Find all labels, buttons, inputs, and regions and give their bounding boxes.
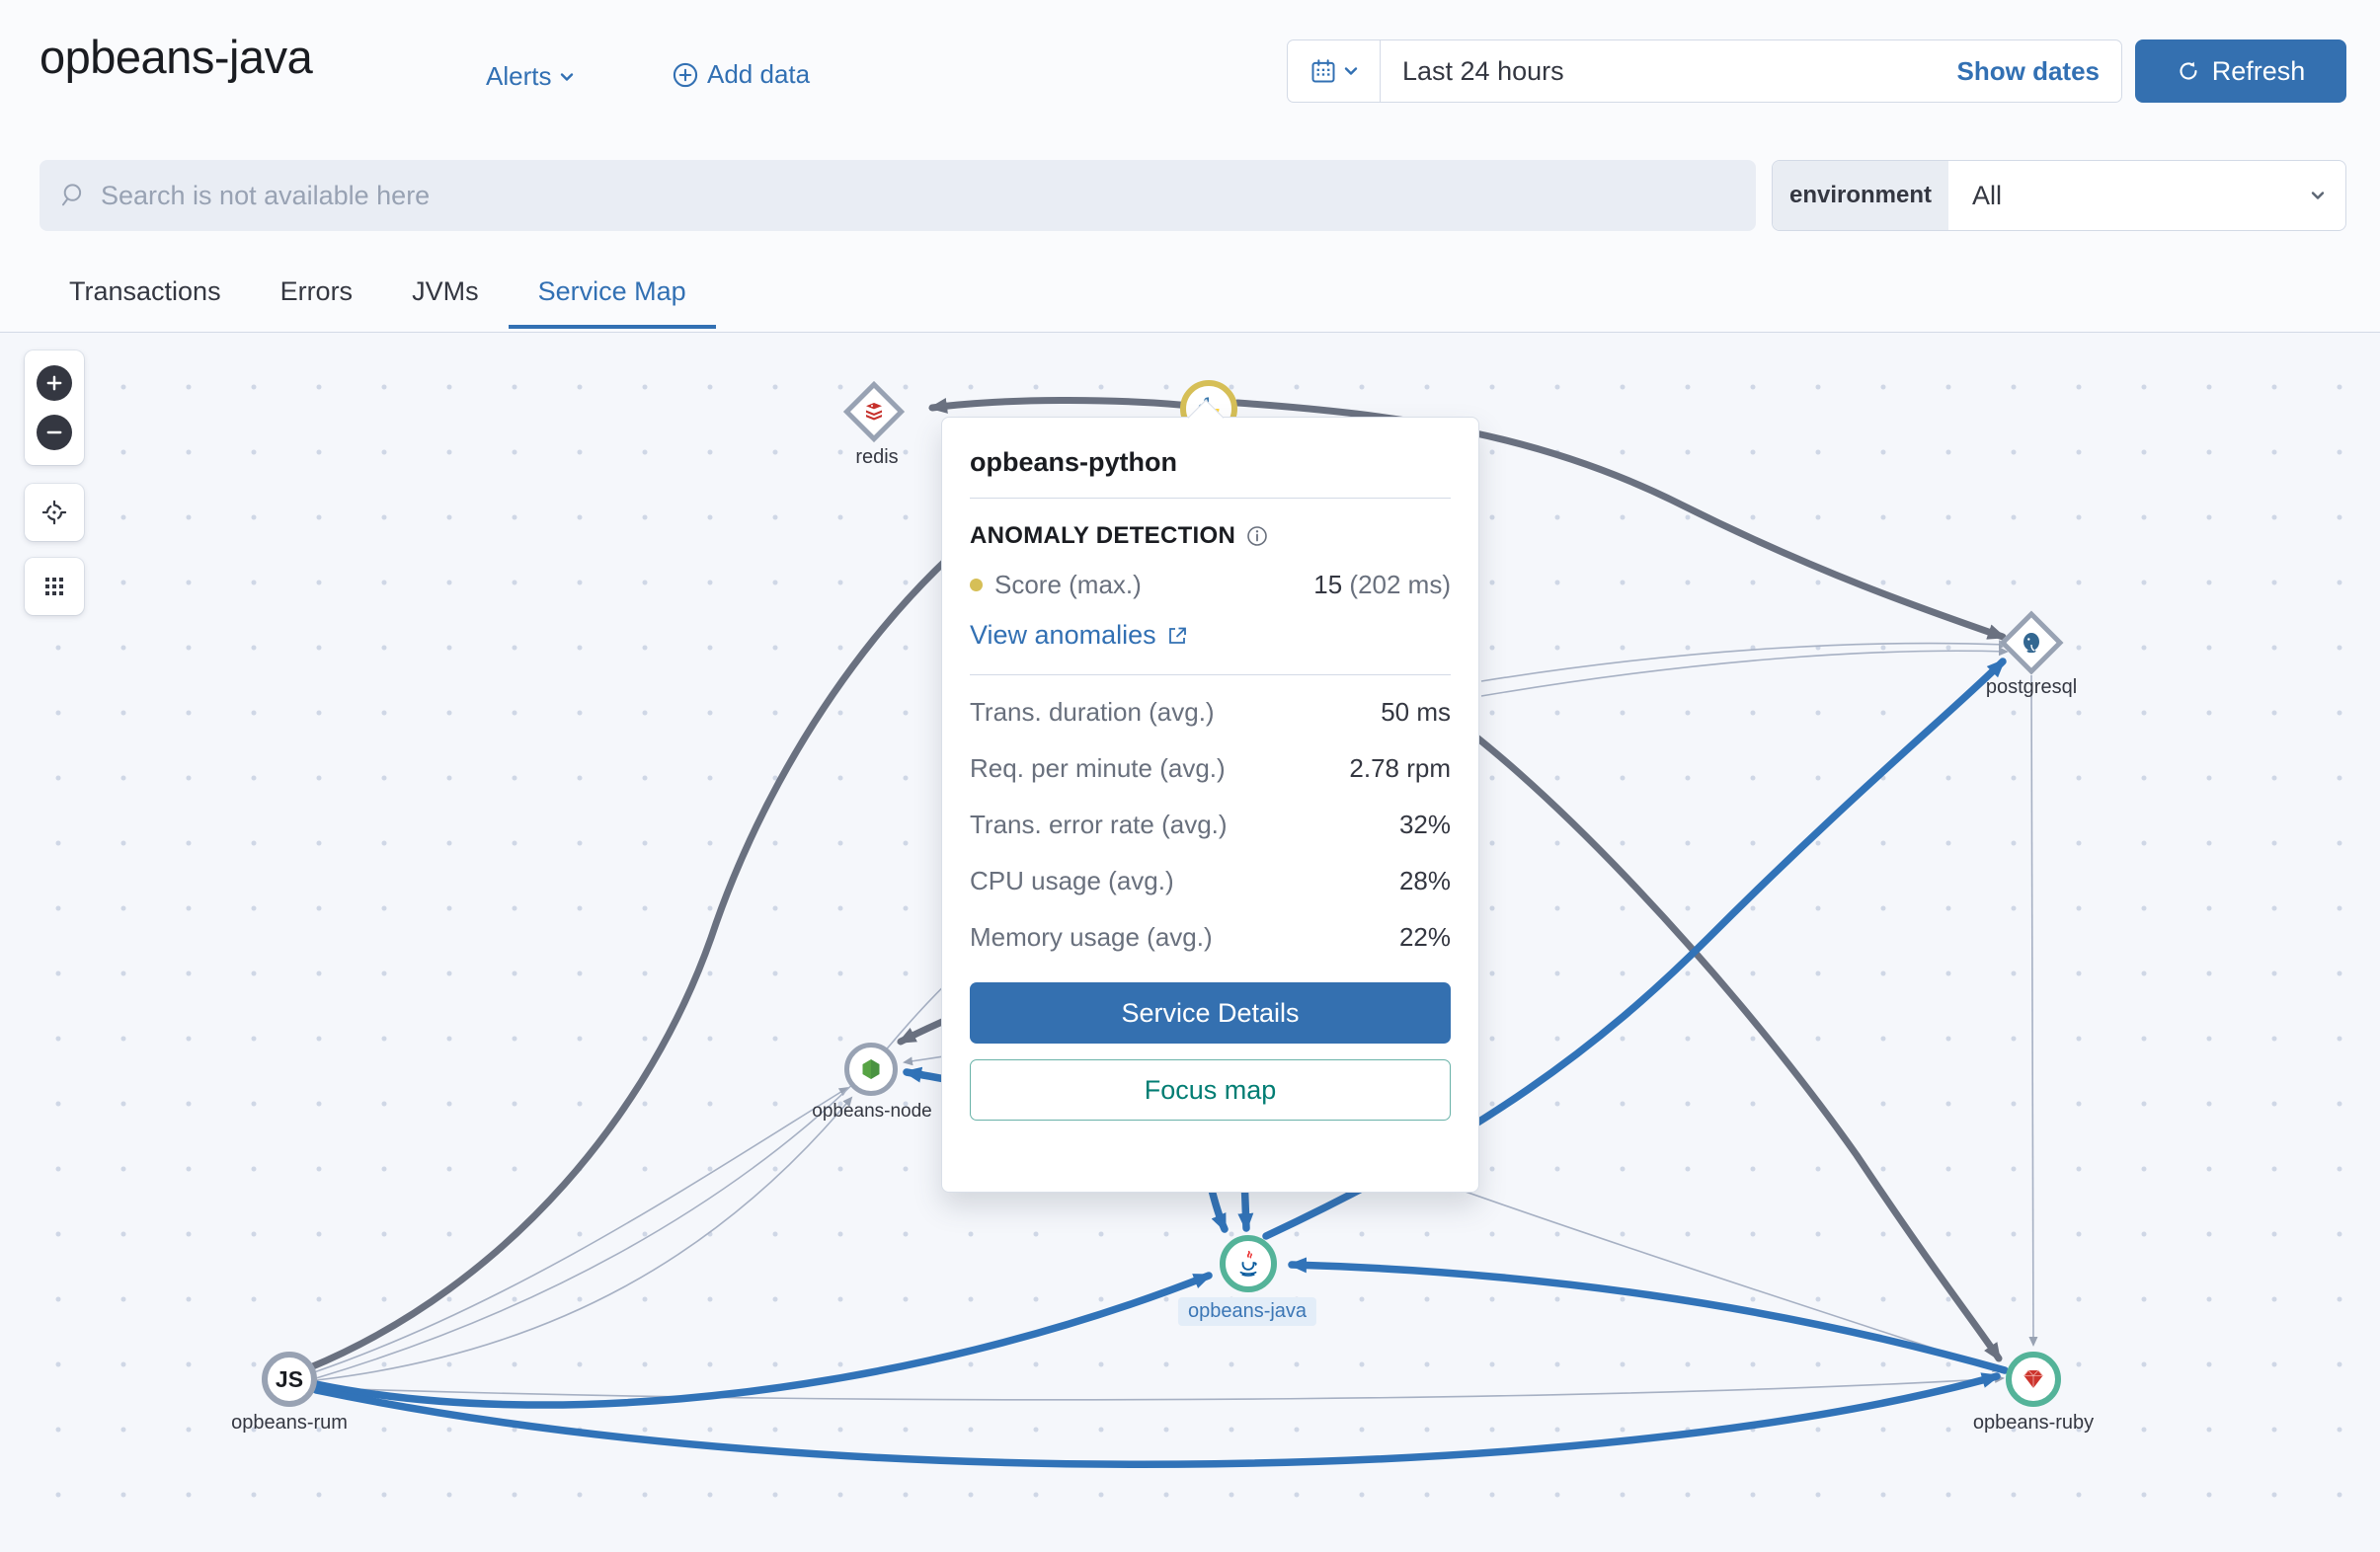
zoom-out-button[interactable]	[37, 415, 72, 451]
refresh-icon	[2180, 61, 2197, 80]
external-link-icon	[1168, 627, 1186, 644]
page-title: opbeans-java	[40, 31, 313, 83]
metric-row: Trans. duration (avg.) 50 ms	[970, 697, 1451, 728]
node-label-opbeans-node: opbeans-node	[812, 1101, 932, 1122]
metric-row: Req. per minute (avg.) 2.78 rpm	[970, 753, 1451, 784]
search-bar	[40, 160, 1756, 231]
node-opbeans-ruby[interactable]	[2006, 1352, 2061, 1407]
plus-icon	[46, 375, 62, 391]
zoom-controls	[25, 350, 84, 465]
add-data-label: Add data	[707, 59, 811, 89]
search-icon	[61, 184, 82, 206]
layout-grid-button[interactable]	[25, 558, 84, 615]
anomaly-section-title: ANOMALY DETECTION	[970, 522, 1236, 549]
anomaly-score-label: Score (max.)	[994, 570, 1142, 599]
metric-value: 2.78 rpm	[1349, 753, 1451, 783]
tabs-divider	[0, 332, 2380, 333]
refresh-label: Refresh	[2211, 55, 2306, 86]
redis-icon	[866, 403, 882, 421]
environment-filter[interactable]: environment All	[1772, 160, 2346, 231]
node-label-opbeans-java: opbeans-java	[1177, 1297, 1317, 1326]
node-opbeans-rum[interactable]: JS	[262, 1352, 317, 1407]
zoom-in-button[interactable]	[37, 364, 72, 401]
chevron-down-icon	[561, 72, 574, 81]
ruby-icon	[2023, 1369, 2044, 1388]
node-label-opbeans-ruby: opbeans-ruby	[1972, 1412, 2095, 1434]
view-anomalies-link[interactable]: View anomalies	[970, 620, 1451, 651]
anomaly-score-value: 15 (202 ms)	[1313, 570, 1451, 599]
java-icon	[1239, 1250, 1257, 1277]
anomaly-score-row: Score (max.) 15 (202 ms)	[970, 570, 1451, 600]
show-dates-button[interactable]: Show dates	[1956, 55, 2100, 86]
metric-label: CPU usage (avg.)	[970, 866, 1174, 895]
node-label-redis: redis	[855, 446, 899, 468]
refresh-button[interactable]: Refresh	[2135, 39, 2346, 103]
chevron-down-icon	[2311, 192, 2325, 199]
js-icon: JS	[275, 1365, 304, 1392]
environment-filter-value: All	[1972, 180, 2003, 210]
focus-map-button[interactable]: Focus map	[970, 1059, 1451, 1121]
tab-transactions[interactable]: Transactions	[69, 276, 221, 306]
crosshair-icon	[41, 500, 67, 525]
minus-icon	[46, 431, 62, 434]
node-label-opbeans-rum: opbeans-rum	[231, 1412, 348, 1434]
service-popup: opbeans-python ANOMALY DETECTION Score (…	[941, 399, 1479, 1193]
search-input[interactable]	[101, 180, 1736, 211]
dot-grid-icon	[45, 578, 63, 595]
metric-value: 22%	[1398, 922, 1451, 952]
metric-row: Memory usage (avg.) 22%	[970, 922, 1451, 953]
tab-errors[interactable]: Errors	[279, 276, 354, 306]
nodejs-icon	[862, 1059, 880, 1079]
postgresql-icon	[2023, 633, 2039, 654]
view-anomalies-label: View anomalies	[970, 620, 1156, 650]
date-picker: Last 24 hours Show dates	[1287, 39, 2122, 103]
metric-row: CPU usage (avg.) 28%	[970, 866, 1451, 896]
metric-label: Trans. error rate (avg.)	[970, 810, 1228, 839]
alerts-label: Alerts	[486, 61, 552, 91]
node-opbeans-node[interactable]	[844, 1043, 898, 1096]
popup-divider	[970, 674, 1451, 675]
node-label-postgresql: postgresql	[1985, 676, 2078, 698]
metric-value: 32%	[1398, 810, 1451, 839]
circled-plus-icon	[673, 62, 698, 87]
metric-value: 28%	[1398, 866, 1451, 895]
metric-label: Trans. duration (avg.)	[970, 697, 1215, 727]
add-data-button[interactable]: Add data	[672, 59, 810, 90]
service-details-button[interactable]: Service Details	[970, 982, 1451, 1044]
metric-label: Memory usage (avg.)	[970, 922, 1213, 952]
date-quick-select[interactable]	[1288, 40, 1381, 102]
anomaly-severity-dot	[970, 579, 983, 591]
popup-divider	[970, 498, 1451, 499]
tab-service-map[interactable]: Service Map	[508, 269, 716, 329]
node-opbeans-java[interactable]	[1220, 1235, 1277, 1292]
time-range-value[interactable]: Last 24 hours	[1402, 55, 1564, 86]
chevron-down-icon	[1344, 67, 1357, 75]
metric-label: Req. per minute (avg.)	[970, 753, 1226, 783]
environment-filter-label: environment	[1773, 161, 1948, 230]
calendar-icon	[1311, 59, 1334, 83]
metric-row: Trans. error rate (avg.) 32%	[970, 810, 1451, 840]
center-map-button[interactable]	[25, 484, 84, 541]
node-redis[interactable]	[842, 380, 906, 443]
metric-value: 50 ms	[1381, 697, 1451, 727]
popup-title: opbeans-python	[970, 447, 1177, 477]
node-postgresql[interactable]	[1999, 610, 2064, 675]
info-icon[interactable]	[1245, 524, 1269, 548]
alerts-menu[interactable]: Alerts	[486, 61, 575, 92]
tab-bar: Transactions Errors JVMs Service Map	[40, 269, 716, 329]
tab-jvms[interactable]: JVMs	[412, 276, 479, 306]
